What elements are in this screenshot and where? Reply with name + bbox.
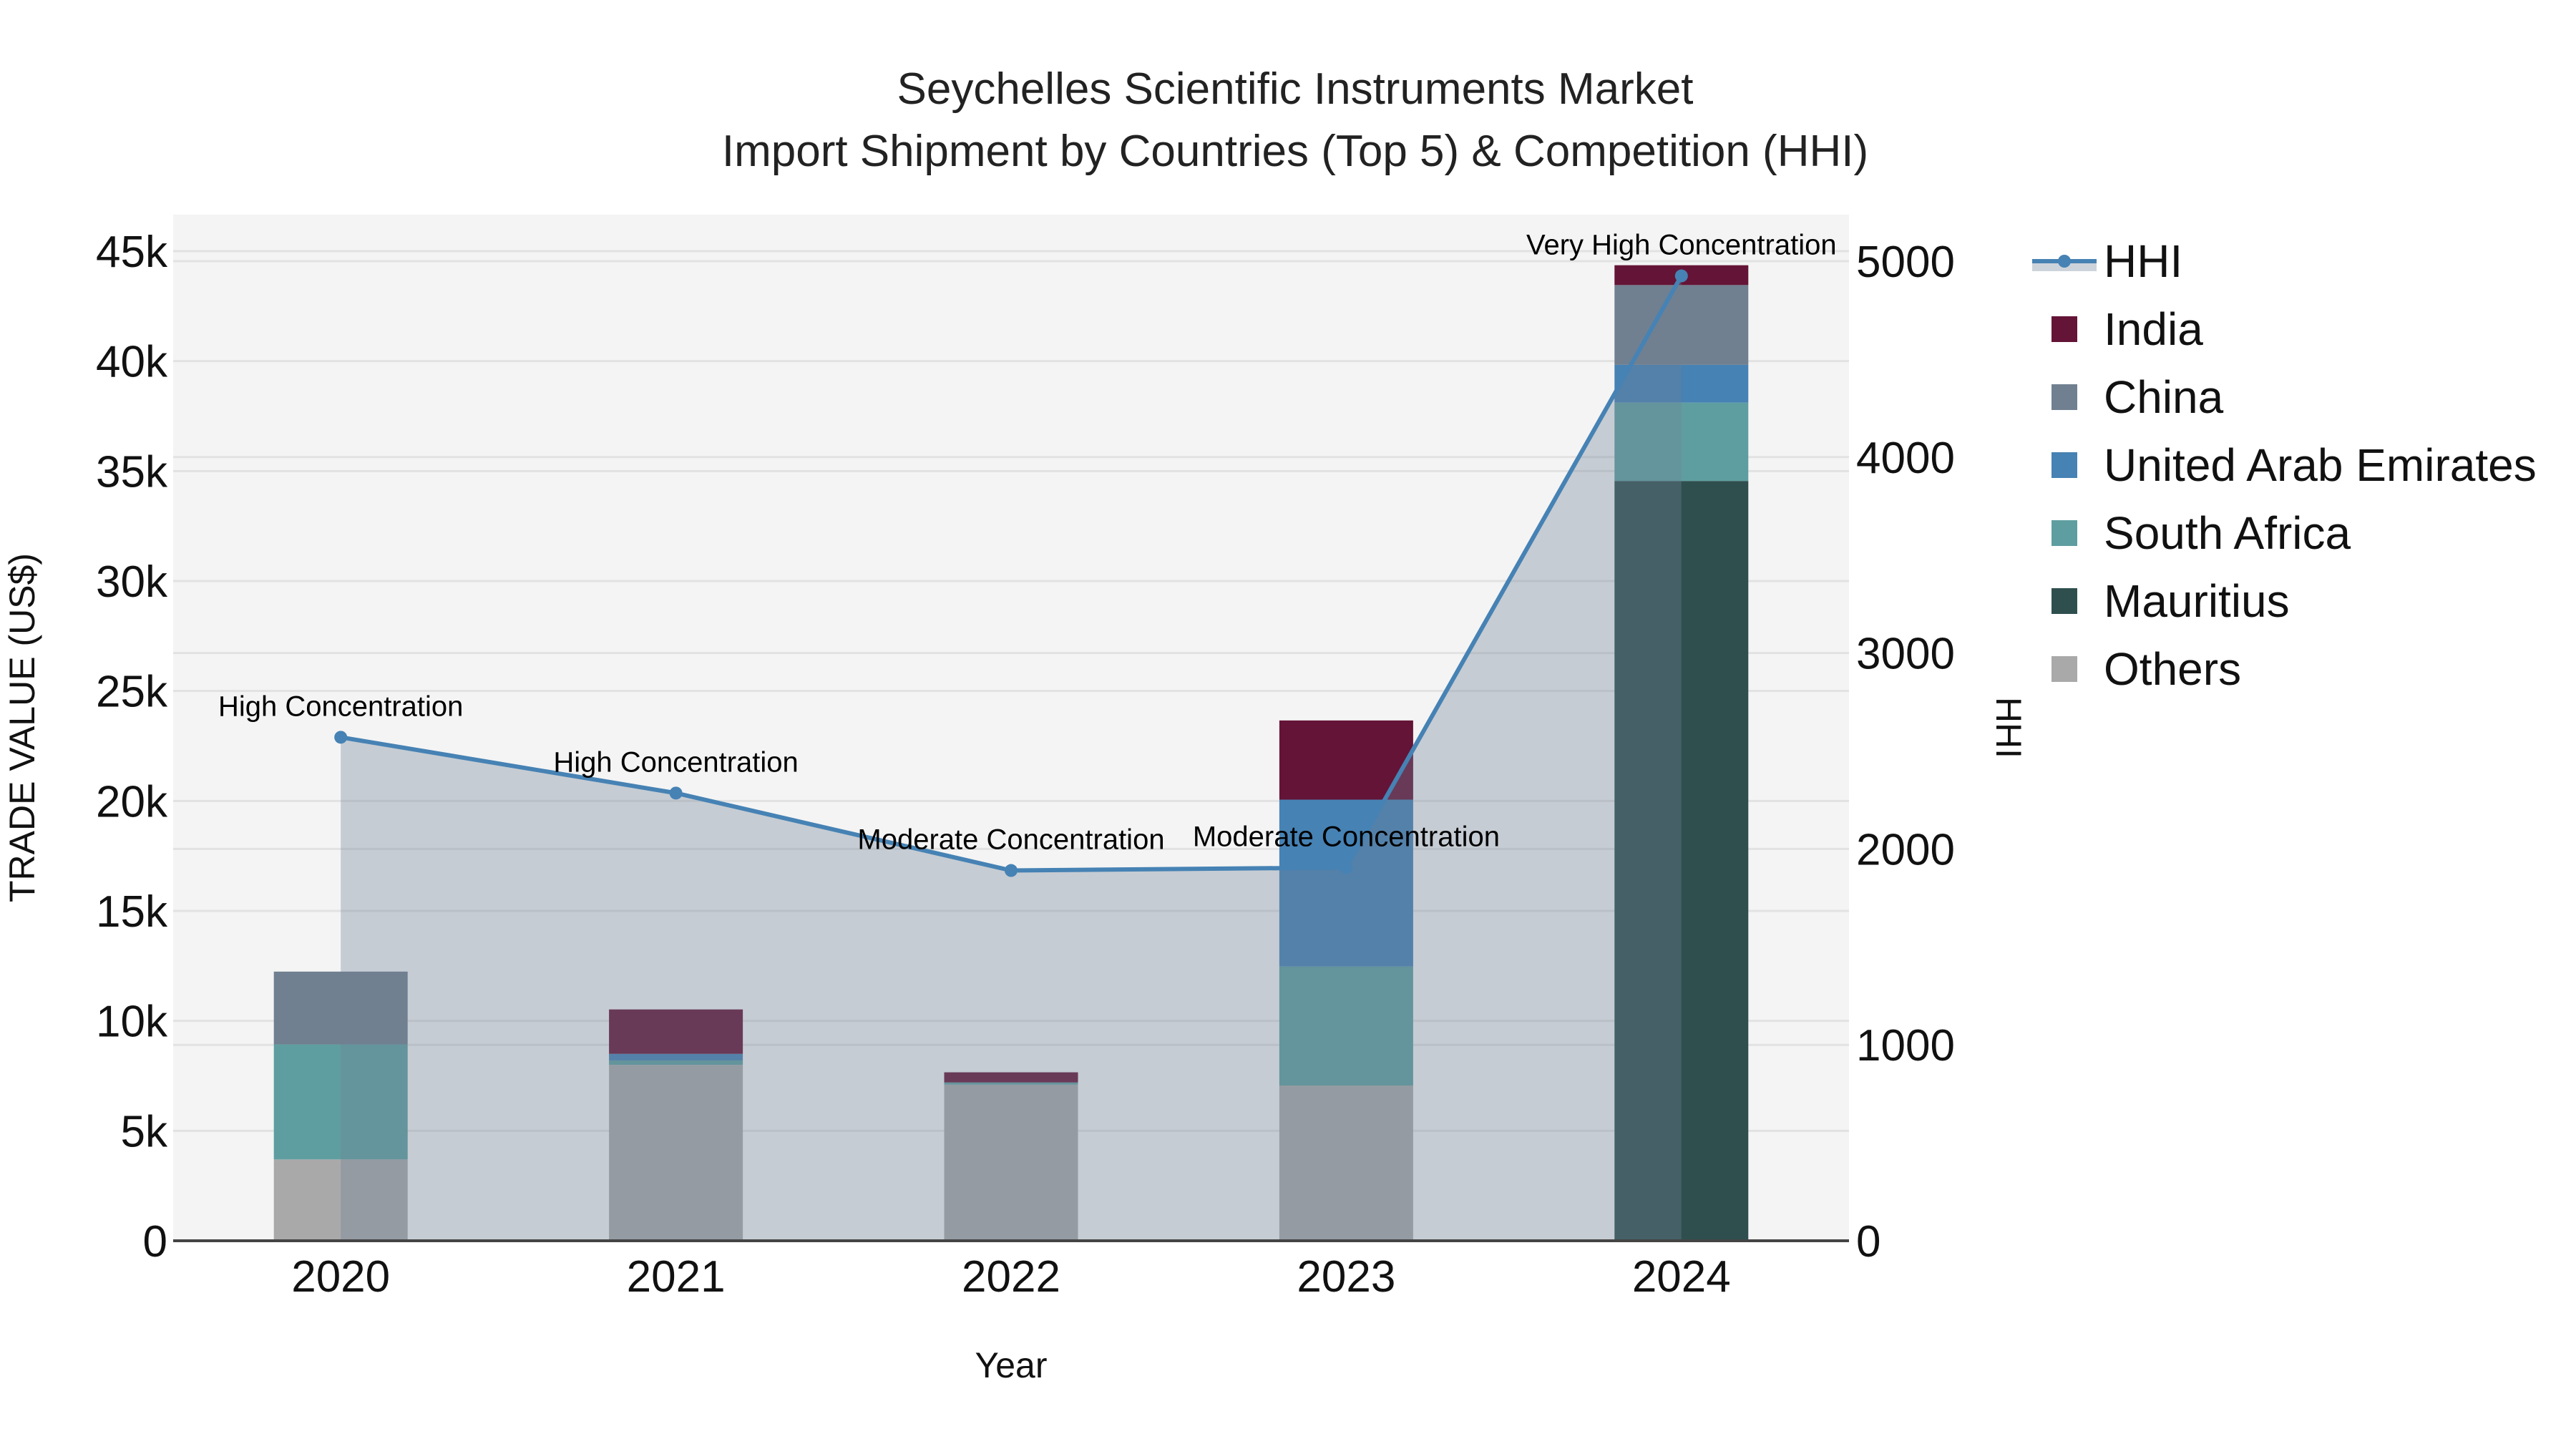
bar-segment-south-africa[interactable] <box>944 1082 1078 1085</box>
legend-swatch-icon <box>2051 588 2077 614</box>
gridlines <box>173 250 1849 1132</box>
bar-segment-others[interactable] <box>609 1065 743 1241</box>
bar-segment-others[interactable] <box>273 1159 408 1241</box>
y-tick-label: 25k <box>96 668 168 717</box>
y2-tick-label: 1000 <box>1856 1021 1955 1070</box>
bar-stack-2022 <box>944 1072 1078 1241</box>
legend-swatch-icon <box>2051 316 2077 342</box>
bar-segment-united-arab-emirates[interactable] <box>1614 364 1749 403</box>
hhi-annotations: High Concentration High Concentration Mode… <box>218 230 1837 856</box>
chart-subtitle: Import Shipment by Countries (Top 5) & C… <box>722 127 1868 176</box>
hhi-marker[interactable] <box>669 786 683 800</box>
x-tick-label: 2024 <box>1632 1252 1731 1302</box>
legend-label: Mauritius <box>2104 575 2290 627</box>
y-axis-title: TRADE VALUE (US$) <box>2 553 42 902</box>
y-tick-label: 0 <box>143 1217 167 1267</box>
legend-label: India <box>2104 303 2203 355</box>
bar-stack-2024 <box>1614 265 1749 1241</box>
bar-segment-mauritius[interactable] <box>1614 481 1749 1240</box>
bar-segment-united-arab-emirates[interactable] <box>609 1053 743 1060</box>
y2-tick-label: 0 <box>1856 1217 1880 1267</box>
x-tick-label: 2020 <box>291 1252 390 1302</box>
y-tick-label: 45k <box>96 228 168 277</box>
y-tick-label: 30k <box>96 557 168 607</box>
x-tick-label: 2022 <box>962 1252 1060 1302</box>
bar-segment-china[interactable] <box>273 971 408 1045</box>
bar-segment-south-africa[interactable] <box>1614 402 1749 482</box>
hhi-line <box>334 269 1688 877</box>
y-tick-label: 15k <box>96 887 168 937</box>
y2-axis-title: HHI <box>1989 697 2029 758</box>
hhi-annotation: Very High Concentration <box>1526 230 1837 261</box>
legend-item-hhi[interactable]: HHI <box>2032 235 2182 287</box>
hhi-annotation: High Concentration <box>218 691 463 722</box>
stacked-bars <box>273 265 1749 1241</box>
bar-segment-others[interactable] <box>944 1084 1078 1241</box>
hhi-area <box>341 275 1682 1241</box>
y2-tick-label: 3000 <box>1856 630 1955 679</box>
legend-label: South Africa <box>2104 507 2351 559</box>
legend-item-united-arab-emirates[interactable]: United Arab Emirates <box>2051 439 2537 491</box>
y2-tick-label: 4000 <box>1856 434 1955 483</box>
legend-label: Others <box>2104 643 2241 695</box>
hhi-annotation: Moderate Concentration <box>1193 821 1500 852</box>
legend-item-china[interactable]: China <box>2051 371 2224 423</box>
y2-tick-label: 5000 <box>1856 238 1955 287</box>
bar-segment-others[interactable] <box>1279 1085 1413 1241</box>
bar-segment-south-africa[interactable] <box>273 1044 408 1160</box>
hhi-marker[interactable] <box>1005 864 1018 877</box>
axes: 0 5k 10k 15k 20k 25k 30k 35k 40k 45k 0 1000 2000 3000… <box>96 228 1955 1302</box>
legend-item-others[interactable]: Others <box>2051 643 2241 695</box>
legend-item-mauritius[interactable]: Mauritius <box>2051 575 2290 627</box>
hhi-marker[interactable] <box>1674 269 1688 283</box>
legend-swatch-icon <box>2051 520 2077 546</box>
hhi-annotation: Moderate Concentration <box>857 824 1164 856</box>
bar-stack-2020 <box>273 971 408 1241</box>
hhi-annotation: High Concentration <box>553 746 798 778</box>
legend-label: China <box>2104 371 2224 423</box>
legend: HHI India China United Arab Emirates South A… <box>2032 235 2537 695</box>
bar-segment-south-africa[interactable] <box>609 1060 743 1065</box>
legend-swatch-icon <box>2051 384 2077 410</box>
legend-label: HHI <box>2104 235 2182 287</box>
bar-segment-india[interactable] <box>944 1072 1078 1083</box>
bar-segment-south-africa[interactable] <box>1279 966 1413 1086</box>
y-tick-label: 35k <box>96 447 168 497</box>
x-tick-label: 2021 <box>627 1252 726 1302</box>
hhi-area-fill <box>341 275 1682 1241</box>
bar-stack-2021 <box>609 1009 743 1241</box>
legend-swatch-icon <box>2051 656 2077 682</box>
bar-segment-india[interactable] <box>609 1009 743 1054</box>
plot-background <box>173 215 1849 1241</box>
legend-marker-icon <box>2058 255 2071 268</box>
chart-title: Seychelles Scientific Instruments Market <box>897 64 1694 114</box>
x-axis-title: Year <box>975 1345 1047 1385</box>
legend-label: United Arab Emirates <box>2104 439 2537 491</box>
x-tick-label: 2023 <box>1297 1252 1395 1302</box>
y2-tick-label: 2000 <box>1856 825 1955 874</box>
hhi-marker[interactable] <box>334 731 348 744</box>
y-tick-label: 5k <box>121 1107 168 1156</box>
hhi-marker[interactable] <box>1340 861 1353 874</box>
bar-segment-united-arab-emirates[interactable] <box>1279 799 1413 967</box>
y-tick-label: 10k <box>96 997 168 1047</box>
y-tick-label: 40k <box>96 338 168 387</box>
legend-item-india[interactable]: India <box>2051 303 2203 355</box>
legend-item-south-africa[interactable]: South Africa <box>2051 507 2351 559</box>
bar-stack-2023 <box>1279 720 1413 1241</box>
y-tick-label: 20k <box>96 777 168 826</box>
legend-swatch-icon <box>2051 452 2077 478</box>
